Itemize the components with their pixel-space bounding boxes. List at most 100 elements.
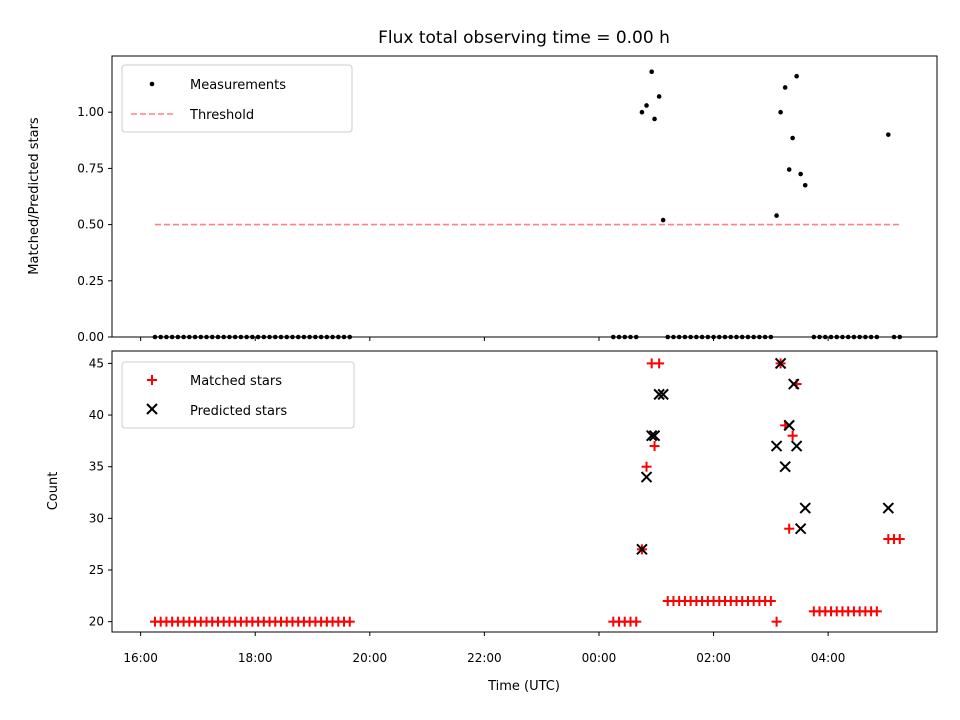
measurement-point [790,135,795,141]
measurement-point [868,334,874,340]
y-tick-label: 0.00 [77,330,104,344]
measurement-point [272,334,278,340]
chart-title: Flux total observing time = 0.00 h [378,28,670,48]
measurement-point [652,116,657,122]
measurement-point [699,334,705,340]
x-axis-label: Time (UTC) [487,679,560,694]
measurement-point [705,334,711,340]
bottom-legend: Matched stars Predicted stars [121,361,355,429]
y-tick-label: 1.00 [77,105,104,119]
measurement-point [897,334,903,340]
matched-star-point [344,616,355,627]
measurement-point [622,334,628,340]
measurement-point [840,334,845,340]
predicted-star-point [657,388,669,401]
x-tick-label: 16:00 [123,651,158,665]
legend-threshold-label: Threshold [189,108,254,123]
predicted-star-point [799,502,811,514]
measurement-point [688,334,693,340]
measurement-point [774,213,779,218]
x-tick-label: 18:00 [238,651,273,665]
y-tick-label: 35 [89,460,104,474]
top-panel: 0.00 0.25 0.50 0.75 1.00 Matched/Predicted s… [27,55,938,344]
measurement-point [255,334,261,340]
top-y-axis-label: Matched/Predicted stars [27,117,42,275]
measurement-point [745,334,751,340]
legend-measurements-marker [149,81,155,87]
measurement-point [175,334,181,340]
measurement-point [802,182,808,188]
y-tick-label: 0.25 [77,274,104,288]
measurement-point [811,334,817,340]
legend-measurements-label: Measurements [190,78,286,93]
predicted-star-point [645,430,658,442]
measurement-point [644,103,649,108]
measurement-point [324,334,330,340]
measurement-point [722,334,728,340]
matched-star-point [654,358,665,369]
matched-star-point [787,430,798,441]
measurement-point [204,334,209,340]
matched-star-point [649,441,660,452]
matched-star-point [641,461,652,472]
measurement-point [301,334,307,340]
measurement-point [671,334,676,340]
measurement-point [676,334,682,340]
x-tick-label: 04:00 [811,651,846,665]
measurement-point [307,334,312,340]
measurement-point [891,334,897,340]
measurement-point [665,334,671,340]
predicted-star-point [790,440,803,452]
predicted-star-point [788,378,800,390]
predicted-star-point [783,419,795,432]
measurement-point [238,334,244,340]
measurement-point [834,334,840,340]
measurement-point [786,167,792,172]
top-legend: Measurements Threshold [121,64,353,133]
x-tick-label: 02:00 [696,651,731,665]
measurement-point [751,334,756,340]
matched-star-point [871,606,882,617]
measurement-point [857,334,862,340]
y-tick-label: 45 [89,356,104,370]
measurement-point [215,334,221,340]
predicted-star-point [653,388,665,401]
measurement-point [782,85,788,90]
legend-predicted-marker [146,403,158,415]
x-tick-label: 22:00 [467,651,502,665]
measurement-point [227,334,232,340]
measurement-point [716,334,722,340]
measurement-point [152,334,158,340]
measurement-point [284,334,290,340]
measurement-point [639,109,645,115]
measurement-point [158,334,163,340]
x-tick-label: 00:00 [582,651,617,665]
predicted-star-point [648,430,661,442]
measurement-point [778,109,783,115]
predicted-star-point [882,502,895,514]
measurement-point [290,334,295,340]
matched-star-point [894,534,905,545]
measurement-point [198,334,204,340]
measurement-point [794,73,799,79]
measurement-point [169,334,175,340]
measurement-point [768,334,774,340]
measurement-point [828,334,834,340]
measurement-point [656,94,662,99]
measurement-point [694,334,699,340]
measurement-point [313,334,318,340]
y-tick-label: 0.75 [77,161,104,175]
measurement-point [886,132,891,137]
measurement-point [221,334,227,340]
legend-matched-marker [147,375,157,385]
predicted-star-point [774,357,787,370]
measurement-point [798,171,803,177]
measurement-point [611,334,616,340]
measurement-point [295,334,301,340]
measurement-point [628,334,633,340]
measurement-point [192,334,198,340]
y-tick-label: 25 [89,563,104,577]
y-tick-label: 0.50 [77,218,104,232]
legend-matched-label: Matched stars [190,374,282,389]
measurement-point [817,334,822,340]
